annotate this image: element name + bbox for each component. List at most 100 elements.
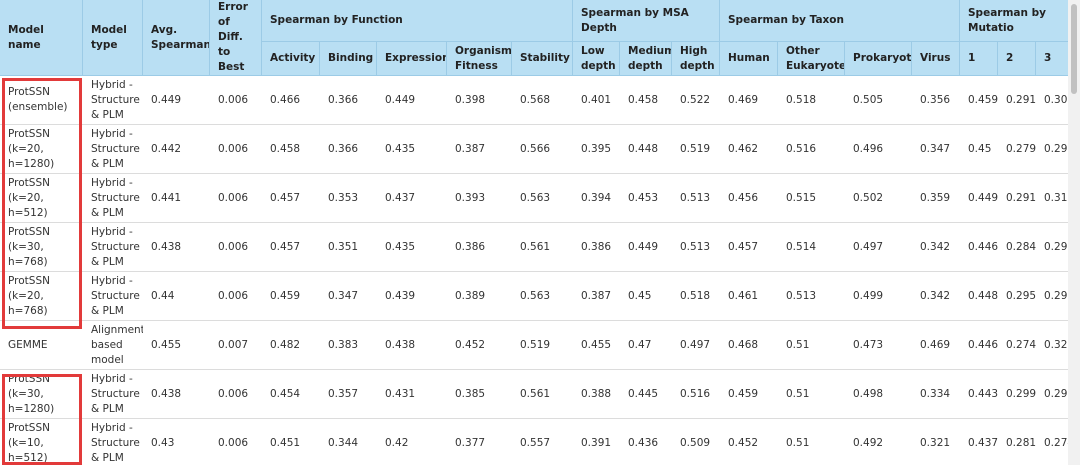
- group-header: Spearman by Taxon: [720, 0, 960, 42]
- score-cell: 0.387: [573, 272, 620, 321]
- column-header[interactable]: 2: [998, 42, 1036, 76]
- score-cell: 0.291: [998, 76, 1036, 125]
- score-cell: 0.497: [672, 321, 720, 370]
- scrollbar-thumb[interactable]: [1071, 4, 1077, 94]
- score-cell: 0.359: [912, 174, 960, 223]
- score-cell: 0.442: [143, 125, 210, 174]
- model-name: ProtSSN (k=30, h=768): [0, 223, 83, 272]
- score-cell: 0.515: [778, 174, 845, 223]
- score-cell: 0.366: [320, 76, 377, 125]
- scrollbar[interactable]: [1068, 0, 1080, 465]
- score-cell: 0.385: [447, 370, 512, 419]
- group-header: Spearman by Function: [262, 0, 573, 42]
- score-cell: 0.438: [377, 321, 447, 370]
- score-cell: 0.437: [377, 174, 447, 223]
- score-cell: 0.459: [262, 272, 320, 321]
- score-cell: 0.459: [720, 370, 778, 419]
- score-cell: 0.492: [845, 419, 912, 465]
- score-cell: 0.274: [998, 321, 1036, 370]
- score-cell: 0.394: [573, 174, 620, 223]
- model-type: Hybrid - Structure & PLM: [83, 223, 143, 272]
- score-cell: 0.006: [210, 272, 262, 321]
- column-header[interactable]: Avg. Spearman: [143, 0, 210, 76]
- model-type: Hybrid - Structure & PLM: [83, 76, 143, 125]
- score-cell: 0.321: [1036, 321, 1080, 370]
- score-cell: 0.452: [447, 321, 512, 370]
- score-cell: 0.458: [262, 125, 320, 174]
- score-cell: 0.448: [960, 272, 998, 321]
- score-cell: 0.557: [512, 419, 573, 465]
- score-cell: 0.519: [512, 321, 573, 370]
- score-cell: 0.505: [845, 76, 912, 125]
- column-header[interactable]: Other Eukaryote▼: [778, 42, 845, 76]
- column-header[interactable]: Binding: [320, 42, 377, 76]
- score-cell: 0.457: [720, 223, 778, 272]
- score-cell: 0.455: [573, 321, 620, 370]
- column-header[interactable]: Prokaryote: [845, 42, 912, 76]
- column-header[interactable]: Model name: [0, 0, 83, 76]
- column-header[interactable]: Low depth: [573, 42, 620, 76]
- score-cell: 0.568: [512, 76, 573, 125]
- score-cell: 0.388: [573, 370, 620, 419]
- score-cell: 0.436: [620, 419, 672, 465]
- score-cell: 0.45: [620, 272, 672, 321]
- column-header[interactable]: High depth: [672, 42, 720, 76]
- score-cell: 0.452: [720, 419, 778, 465]
- score-cell: 0.006: [210, 419, 262, 465]
- score-cell: 0.007: [210, 321, 262, 370]
- column-header[interactable]: 1: [960, 42, 998, 76]
- score-cell: 0.448: [620, 125, 672, 174]
- column-header[interactable]: Human: [720, 42, 778, 76]
- score-cell: 0.513: [778, 272, 845, 321]
- score-cell: 0.006: [210, 223, 262, 272]
- score-cell: 0.377: [447, 419, 512, 465]
- model-name: GEMME: [0, 321, 83, 370]
- score-cell: 0.563: [512, 174, 573, 223]
- model-name: ProtSSN (k=30, h=1280): [0, 370, 83, 419]
- score-cell: 0.453: [620, 174, 672, 223]
- score-cell: 0.395: [573, 125, 620, 174]
- score-cell: 0.522: [672, 76, 720, 125]
- column-header[interactable]: Activity: [262, 42, 320, 76]
- score-cell: 0.274: [1036, 419, 1080, 465]
- score-cell: 0.519: [672, 125, 720, 174]
- score-cell: 0.513: [672, 174, 720, 223]
- score-cell: 0.498: [845, 370, 912, 419]
- score-cell: 0.516: [672, 370, 720, 419]
- score-cell: 0.451: [262, 419, 320, 465]
- group-header: Spearman by MSA Depth: [573, 0, 720, 42]
- score-cell: 0.446: [960, 321, 998, 370]
- score-cell: 0.51: [778, 370, 845, 419]
- column-header[interactable]: Stability: [512, 42, 573, 76]
- column-header[interactable]: Organismal Fitness: [447, 42, 512, 76]
- model-type: Hybrid - Structure & PLM: [83, 125, 143, 174]
- score-cell: 0.006: [210, 174, 262, 223]
- score-cell: 0.006: [210, 370, 262, 419]
- score-cell: 0.454: [262, 370, 320, 419]
- score-cell: 0.437: [960, 419, 998, 465]
- score-cell: 0.469: [720, 76, 778, 125]
- score-cell: 0.449: [960, 174, 998, 223]
- score-cell: 0.563: [512, 272, 573, 321]
- score-cell: 0.389: [447, 272, 512, 321]
- score-cell: 0.457: [262, 174, 320, 223]
- score-cell: 0.51: [778, 419, 845, 465]
- model-name: ProtSSN (k=20, h=512): [0, 174, 83, 223]
- score-cell: 0.366: [320, 125, 377, 174]
- model-type: Alignment-based model: [83, 321, 143, 370]
- column-header[interactable]: Medium depth: [620, 42, 672, 76]
- highlight-box: [2, 78, 82, 329]
- column-header[interactable]: Std. Error of Diff. to Best Score*: [210, 0, 262, 76]
- score-cell: 0.443: [960, 370, 998, 419]
- score-cell: 0.383: [320, 321, 377, 370]
- score-cell: 0.466: [262, 76, 320, 125]
- score-cell: 0.449: [620, 223, 672, 272]
- score-cell: 0.561: [512, 370, 573, 419]
- column-header[interactable]: Virus: [912, 42, 960, 76]
- column-header[interactable]: Model type: [83, 0, 143, 76]
- score-cell: 0.29: [1036, 223, 1080, 272]
- column-header[interactable]: Expression: [377, 42, 447, 76]
- score-cell: 0.469: [912, 321, 960, 370]
- score-cell: 0.296: [1036, 272, 1080, 321]
